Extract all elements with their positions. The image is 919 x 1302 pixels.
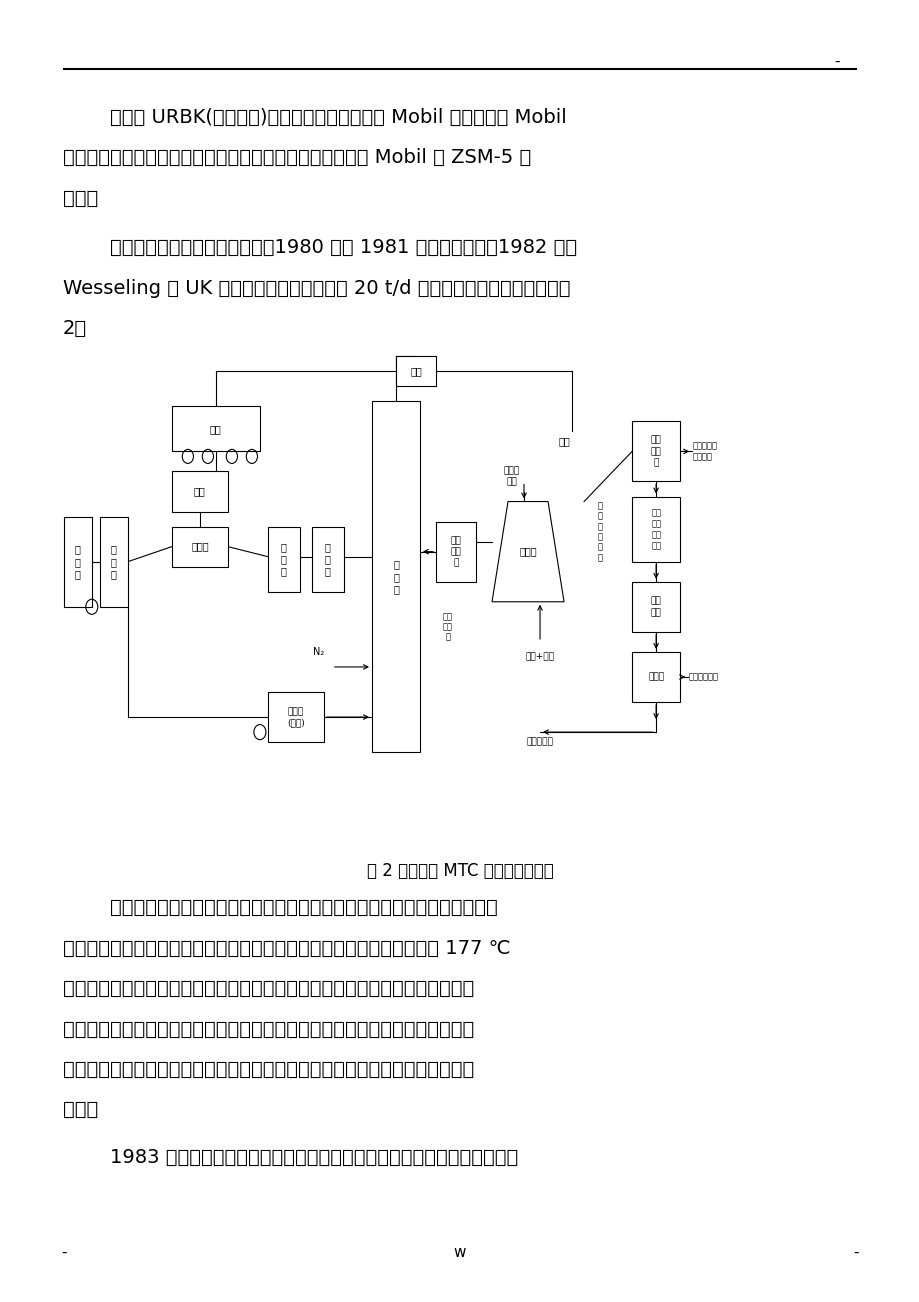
Bar [267,526,300,591]
Polygon shape [492,501,563,602]
Bar [267,693,323,742]
Bar [63,517,92,607]
Text: 分析和处理: 分析和处理 [526,738,553,746]
Text: 液体样品分析: 液体样品分析 [687,672,718,681]
Text: 催化
剂储
斗: 催化 剂储 斗 [450,536,460,568]
Bar [172,406,260,452]
Text: 过滤: 过滤 [410,366,422,376]
Text: 2。: 2。 [62,319,86,339]
Text: 图 2 流化床法 MTC 工艺流程示意图: 图 2 流化床法 MTC 工艺流程示意图 [367,862,552,880]
Bar [371,401,420,753]
Text: 行冷却，分离为水、稳定的汽油和轻组分。流化床中的反应是急剧的放热反应，: 行冷却，分离为水、稳定的汽油和轻组分。流化床中的反应是急剧的放热反应， [62,1019,473,1039]
Text: 槽车: 槽车 [210,424,221,434]
Text: 反
应
器: 反 应 器 [392,560,399,594]
Text: -: - [62,1245,67,1260]
Text: Wesseling 的 UK 公司联合石油化工厂建成 20 t/d 的中试示厂，其工艺流程见图: Wesseling 的 UK 公司联合石油化工厂建成 20 t/d 的中试示厂，… [62,279,570,298]
Text: 油产
品槽: 油产 品槽 [650,596,661,617]
Text: -: - [834,53,839,69]
Text: 加
料
槽: 加 料 槽 [74,544,81,579]
Bar [631,496,679,561]
Text: 采用外部冷却器移走热量。为了控制催化剂表面积炭，将一部分催化剂循环至再: 采用外部冷却器移走热量。为了控制催化剂表面积炭，将一部分催化剂循环至再 [62,1060,473,1079]
Text: 烟气: 烟气 [558,436,569,447]
Text: 二级
和三
级冷
凝器: 二级 和三 级冷 凝器 [651,508,661,551]
Text: 过
热
器: 过 热 器 [324,542,331,577]
Text: 一级
冷凝
器: 一级 冷凝 器 [650,436,661,467]
Text: 西德的 URBK(联合褐煤)公司、伍德公司和美国 Mobil 公司，在原 Mobil: 西德的 URBK(联合褐煤)公司、伍德公司和美国 Mobil 公司，在原 Mob… [110,108,566,128]
Text: 1983 年，他们又改造了反应器，将原先在外部冷却催化剂改为在反应器部: 1983 年，他们又改造了反应器，将原先在外部冷却催化剂改为在反应器部 [110,1148,518,1168]
Text: 再生器: 再生器 [518,547,537,557]
Bar [395,357,436,387]
Text: 新鲜催
化剂: 新鲜催 化剂 [504,466,519,486]
Text: 该技术获得了西德政府的资助。1980 年至 1981 年做冷模试验，1982 年在: 该技术获得了西德政府的资助。1980 年至 1981 年做冷模试验，1982 年… [110,238,577,258]
Bar [172,471,228,512]
Text: 综合的气体
样品分析: 综合的气体 样品分析 [691,441,716,461]
Text: 预热器
(液体): 预热器 (液体) [287,707,304,727]
Text: 催化
剂循
环: 催化 剂循 环 [443,612,452,642]
Text: w: w [453,1245,466,1260]
Bar [100,517,128,607]
Bar [312,526,344,591]
Text: N₂: N₂ [312,647,323,658]
Bar [436,522,475,582]
Text: -: - [852,1245,857,1260]
Text: 段，其下部为稀相提升管。原料甲醇和水按一定比例混合并汽化，过热到 177 ℃: 段，其下部为稀相提升管。原料甲醇和水按一定比例混合并汽化，过热到 177 ℃ [62,939,509,958]
Bar [631,422,679,482]
Bar [172,526,228,566]
Text: 混合槽: 混合槽 [191,542,209,552]
Text: 空气+氮气: 空气+氮气 [525,652,554,661]
Bar [631,582,679,631]
Text: 水储槽: 水储槽 [647,672,664,681]
Text: 轻
质
气
体
循
环: 轻 质 气 体 循 环 [597,501,602,562]
Text: 主要装置有流化床反应器、再生塔和外冷却器。流化床反应器包括一个浓相: 主要装置有流化床反应器、再生塔和外冷却器。流化床反应器包括一个浓相 [110,898,497,918]
Text: 生塔。: 生塔。 [62,1100,97,1120]
Text: 中
间
槽: 中 间 槽 [111,544,117,579]
Text: 蒸
发
器: 蒸 发 器 [280,542,287,577]
Text: 化剂。: 化剂。 [62,189,97,208]
Text: 法国定床反应工艺的基础上，开发流化床工艺。使用的也是 Mobil 的 ZSM-5 催: 法国定床反应工艺的基础上，开发流化床工艺。使用的也是 Mobil 的 ZSM-5… [62,148,530,168]
Bar [631,652,679,702]
Text: 储槽: 储槽 [194,487,206,496]
Text: 后进入流化床反应器。流化床反应器顶部出来的反应产物除去夹带的催化剂后进: 后进入流化床反应器。流化床反应器顶部出来的反应产物除去夹带的催化剂后进 [62,979,473,999]
